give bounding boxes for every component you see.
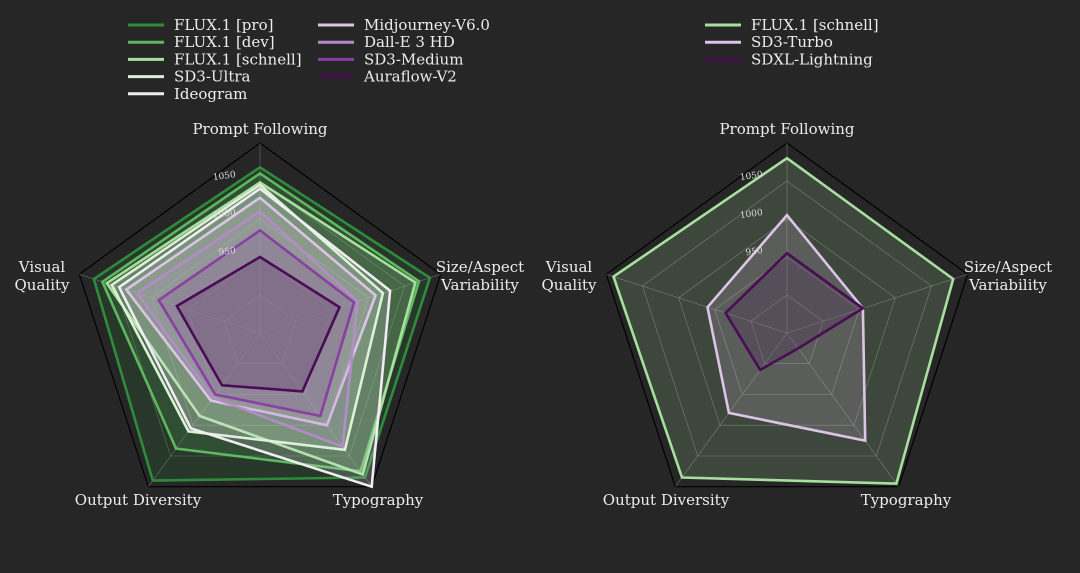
tick-label-950: 950 xyxy=(745,246,764,258)
radar-spoke xyxy=(259,274,441,334)
radar-frame xyxy=(605,142,969,488)
legend-item-flux-1-schnell: FLUX.1 [schnell] xyxy=(128,50,302,68)
axis-label-typography: Typography xyxy=(861,491,952,509)
axis-label-prompt-following: Prompt Following xyxy=(192,120,327,138)
legend-label: FLUX.1 [pro] xyxy=(174,16,273,34)
legend-item-dall-e-3-hd: Dall-E 3 HD xyxy=(318,33,455,51)
axis-label-size-aspect-variability: Size/Aspect Variability xyxy=(436,258,524,294)
radar-gridline xyxy=(187,256,333,395)
radar-spoke xyxy=(786,274,968,334)
legend-label: FLUX.1 [schnell] xyxy=(751,16,879,34)
axis-label-size-aspect-variability: Size/Aspect Variability xyxy=(964,258,1052,294)
radar-spoke xyxy=(675,332,788,487)
radar-chart-1: 950 1000 1050 Prompt Following Size/Aspect Va… xyxy=(15,16,525,509)
axis-label-typography: Typography xyxy=(333,491,424,509)
radar-frame xyxy=(78,142,442,488)
series-flux-1-dev xyxy=(100,171,421,473)
series-flux-1-schnell xyxy=(611,156,955,485)
legend-label: FLUX.1 [schnell] xyxy=(174,50,302,68)
radar-gridline xyxy=(115,180,405,457)
radar-spoke xyxy=(259,332,372,487)
series-dall-e-3-hd xyxy=(135,209,359,449)
radar-chart-2: 950 1000 1050 Prompt Following Size/Aspect Va… xyxy=(542,16,1053,509)
radar-spoke xyxy=(148,332,261,487)
axis-label-output-diversity: Output Diversity xyxy=(603,491,730,509)
legend-label: SD3-Medium xyxy=(364,50,463,68)
series-sd3-turbo xyxy=(706,213,867,443)
legend-item-midjourney-v6-0: Midjourney-V6.0 xyxy=(318,16,490,34)
tick-label-1050: 1050 xyxy=(212,170,236,183)
radar-spoke xyxy=(606,274,788,334)
legend-item-ideogram: Ideogram xyxy=(128,85,247,103)
legend-label: Ideogram xyxy=(174,85,247,103)
radar-gridline xyxy=(750,294,824,365)
legend-label: Dall-E 3 HD xyxy=(364,33,455,51)
series-auraflow-v2 xyxy=(175,255,342,393)
axis-label-visual-quality: Visual Quality xyxy=(542,258,598,294)
radar-spoke xyxy=(79,274,261,334)
legend-item-flux-1-schnell: FLUX.1 [schnell] xyxy=(705,16,879,34)
legend-label: FLUX.1 [dev] xyxy=(174,33,275,51)
legend-item-flux-1-pro: FLUX.1 [pro] xyxy=(128,16,273,34)
legend-label: Midjourney-V6.0 xyxy=(364,16,490,34)
legend-item-sd3-medium: SD3-Medium xyxy=(318,50,463,68)
axis-label-visual-quality: Visual Quality xyxy=(15,258,71,294)
legend-item-sd3-ultra: SD3-Ultra xyxy=(128,68,251,86)
series-sdxl-lightning xyxy=(723,251,866,372)
tick-label-1000: 1000 xyxy=(739,208,763,221)
axis-label-prompt-following: Prompt Following xyxy=(719,120,854,138)
axis-label-output-diversity: Output Diversity xyxy=(75,491,202,509)
legend-label: SD3-Ultra xyxy=(174,68,251,86)
legend-item-auraflow-v2: Auraflow-V2 xyxy=(318,68,457,86)
tick-label-1050: 1050 xyxy=(739,170,763,183)
legend-item-flux-1-dev: FLUX.1 [dev] xyxy=(128,33,275,51)
radar-gridline xyxy=(714,256,860,395)
tick-label-1000: 1000 xyxy=(212,208,236,221)
series-sd3-ultra xyxy=(110,183,385,452)
legend-label: Auraflow-V2 xyxy=(363,68,457,86)
radar-gridline xyxy=(642,180,932,457)
legend-item-sd3-turbo: SD3-Turbo xyxy=(705,33,833,51)
legend-item-sdxl-lightning: SDXL-Lightning xyxy=(705,50,873,68)
tick-label-950: 950 xyxy=(218,246,237,258)
series-sd3-medium xyxy=(157,228,356,418)
radar-gridline xyxy=(151,218,369,426)
legend-label: SD3-Turbo xyxy=(751,33,833,51)
radar-gridline xyxy=(223,294,297,365)
legend-label: SDXL-Lightning xyxy=(751,50,873,68)
radar-spoke xyxy=(786,332,899,487)
